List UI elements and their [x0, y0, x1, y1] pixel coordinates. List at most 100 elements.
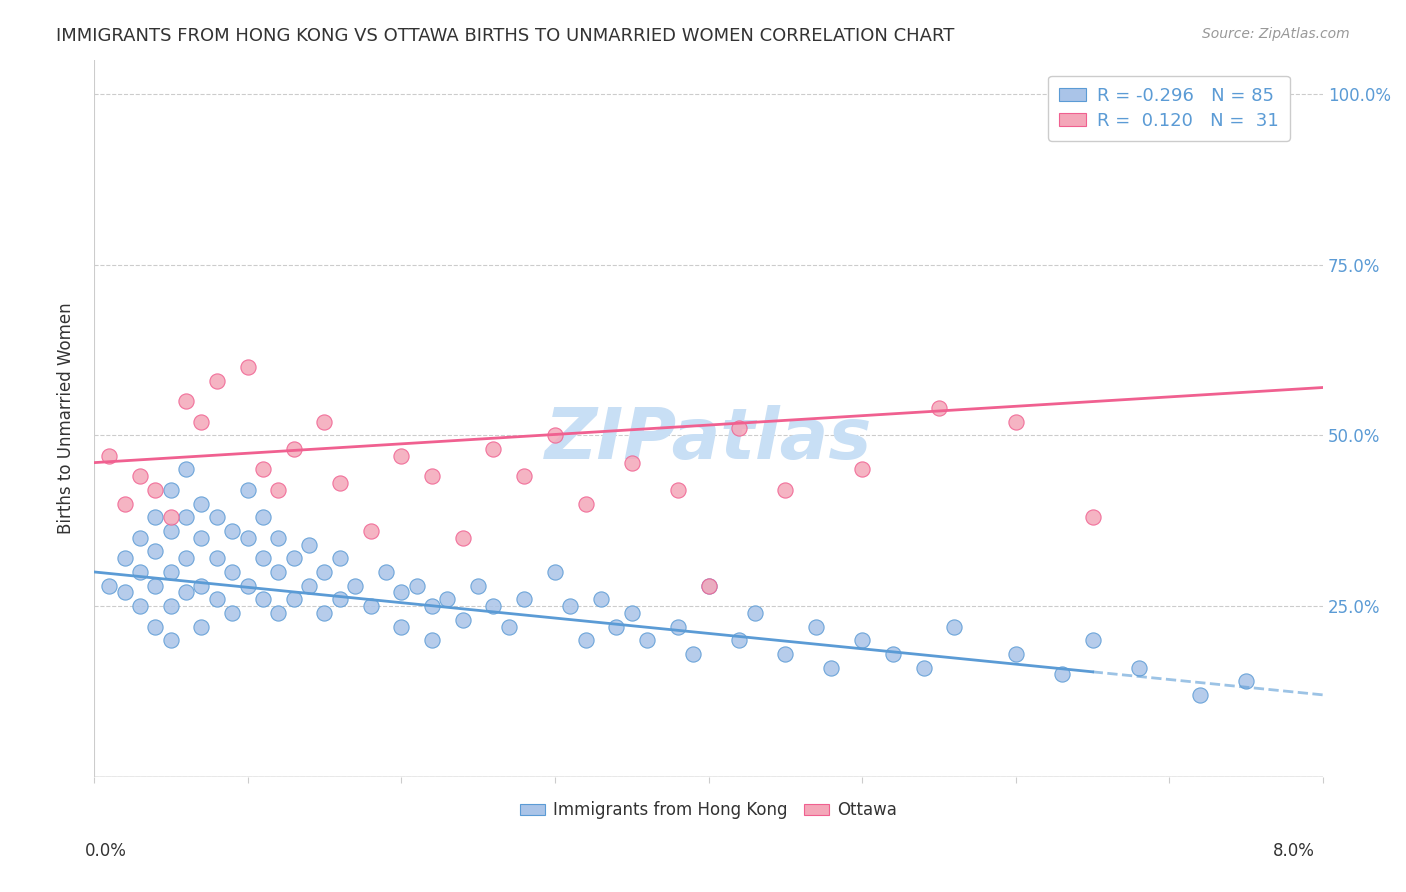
Point	[159, 565, 181, 579]
Point	[283, 551, 305, 566]
Point	[851, 633, 873, 648]
Point	[1128, 660, 1150, 674]
Point	[314, 415, 336, 429]
Point	[1189, 688, 1212, 702]
Point	[314, 606, 336, 620]
Point	[1050, 667, 1073, 681]
Point	[804, 619, 827, 633]
Point	[943, 619, 966, 633]
Point	[174, 462, 197, 476]
Point	[252, 551, 274, 566]
Point	[114, 551, 136, 566]
Point	[145, 544, 167, 558]
Point	[666, 619, 689, 633]
Point	[114, 497, 136, 511]
Point	[329, 551, 352, 566]
Point	[236, 531, 259, 545]
Point	[174, 394, 197, 409]
Point	[636, 633, 658, 648]
Point	[1234, 674, 1257, 689]
Point	[114, 585, 136, 599]
Point	[482, 442, 505, 456]
Point	[620, 606, 643, 620]
Point	[267, 565, 290, 579]
Point	[205, 510, 228, 524]
Point	[205, 551, 228, 566]
Point	[851, 462, 873, 476]
Point	[575, 633, 598, 648]
Point	[513, 469, 536, 483]
Point	[420, 599, 443, 613]
Y-axis label: Births to Unmarried Women: Births to Unmarried Women	[58, 302, 75, 534]
Point	[775, 483, 797, 497]
Point	[605, 619, 627, 633]
Point	[283, 442, 305, 456]
Point	[420, 469, 443, 483]
Point	[190, 497, 212, 511]
Point	[589, 592, 612, 607]
Point	[205, 592, 228, 607]
Text: IMMIGRANTS FROM HONG KONG VS OTTAWA BIRTHS TO UNMARRIED WOMEN CORRELATION CHART: IMMIGRANTS FROM HONG KONG VS OTTAWA BIRT…	[56, 27, 955, 45]
Point	[405, 578, 427, 592]
Point	[267, 531, 290, 545]
Point	[928, 401, 950, 415]
Point	[744, 606, 766, 620]
Point	[666, 483, 689, 497]
Point	[236, 359, 259, 374]
Point	[221, 606, 243, 620]
Point	[252, 592, 274, 607]
Point	[482, 599, 505, 613]
Point	[728, 421, 751, 435]
Point	[129, 469, 152, 483]
Point	[190, 531, 212, 545]
Point	[389, 619, 412, 633]
Point	[420, 633, 443, 648]
Point	[129, 599, 152, 613]
Point	[145, 578, 167, 592]
Point	[544, 428, 567, 442]
Point	[145, 510, 167, 524]
Point	[360, 524, 382, 538]
Point	[498, 619, 520, 633]
Point	[513, 592, 536, 607]
Text: 0.0%: 0.0%	[84, 842, 127, 860]
Point	[544, 565, 567, 579]
Point	[329, 476, 352, 491]
Text: Source: ZipAtlas.com: Source: ZipAtlas.com	[1202, 27, 1350, 41]
Point	[298, 578, 321, 592]
Point	[360, 599, 382, 613]
Point	[697, 578, 720, 592]
Point	[98, 578, 121, 592]
Point	[436, 592, 458, 607]
Point	[159, 633, 181, 648]
Text: 8.0%: 8.0%	[1272, 842, 1315, 860]
Point	[236, 483, 259, 497]
Point	[451, 613, 474, 627]
Point	[205, 374, 228, 388]
Point	[159, 599, 181, 613]
Point	[329, 592, 352, 607]
Point	[145, 483, 167, 497]
Point	[775, 647, 797, 661]
Point	[252, 462, 274, 476]
Point	[221, 565, 243, 579]
Point	[174, 510, 197, 524]
Point	[374, 565, 396, 579]
Point	[682, 647, 704, 661]
Legend: Immigrants from Hong Kong, Ottawa: Immigrants from Hong Kong, Ottawa	[513, 795, 904, 826]
Point	[1081, 510, 1104, 524]
Point	[190, 578, 212, 592]
Point	[575, 497, 598, 511]
Point	[1005, 415, 1028, 429]
Point	[159, 510, 181, 524]
Point	[389, 449, 412, 463]
Point	[221, 524, 243, 538]
Point	[129, 565, 152, 579]
Point	[236, 578, 259, 592]
Point	[298, 538, 321, 552]
Point	[252, 510, 274, 524]
Point	[1005, 647, 1028, 661]
Point	[314, 565, 336, 579]
Point	[98, 449, 121, 463]
Point	[190, 415, 212, 429]
